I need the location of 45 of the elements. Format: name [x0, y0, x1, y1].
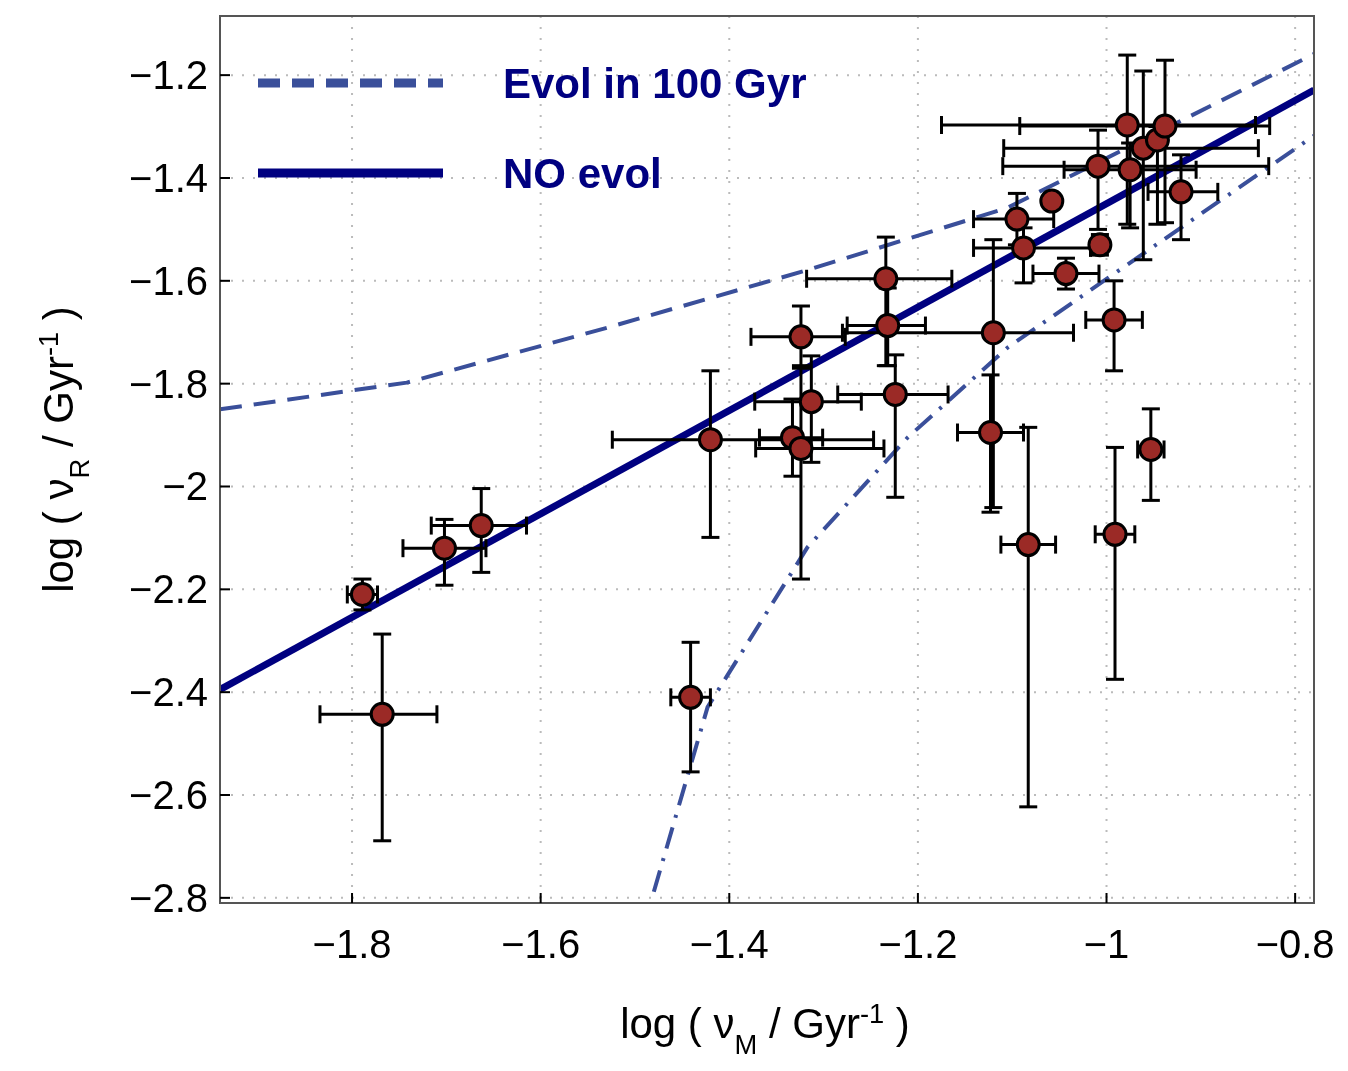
point [468, 513, 494, 539]
line-series [220, 52, 1314, 412]
y-tick-label: −1.6 [129, 258, 208, 303]
y-tick-label: −2.8 [129, 875, 208, 920]
point [1053, 261, 1079, 287]
point [1039, 188, 1065, 214]
point [1152, 113, 1178, 139]
point [697, 427, 723, 453]
point [1114, 112, 1140, 138]
x-tick-label: −0.8 [1255, 922, 1335, 966]
point [1168, 179, 1194, 205]
point [788, 324, 814, 350]
point [873, 266, 899, 292]
point [431, 535, 457, 561]
point [1085, 153, 1111, 179]
point [349, 581, 375, 607]
x-tick-label: −1 [1083, 922, 1130, 966]
x-tick-label: −1.8 [312, 922, 392, 966]
point [1015, 532, 1041, 558]
legend-label: NO evol [503, 149, 662, 197]
point [1102, 521, 1128, 547]
y-tick-label: −2.6 [129, 773, 208, 818]
point [1011, 235, 1037, 261]
point [882, 381, 908, 407]
y-tick-label: −2 [162, 464, 208, 509]
point [1004, 206, 1030, 232]
legend-label: Evol in 100 Gyr [503, 59, 807, 107]
point [1101, 307, 1127, 333]
point [678, 684, 704, 710]
y-tick-label: −2.4 [129, 670, 208, 715]
x-tick-label: −1.2 [878, 922, 958, 966]
point [369, 701, 395, 727]
x-tick-label: −1.4 [689, 922, 769, 966]
y-tick-label: −1.4 [129, 155, 208, 200]
y-tick-label: −2.2 [129, 567, 208, 612]
y-tick-label: −1.8 [129, 361, 208, 406]
y-tick-label: −1.2 [129, 53, 208, 98]
point [875, 313, 901, 339]
x-axis-title: log ( ν$_{M}$ / Gyr$^{-1}$ ) [620, 997, 910, 1060]
point [980, 320, 1006, 346]
x-tick-label: −1.6 [501, 922, 581, 966]
point [978, 420, 1004, 445]
point [788, 435, 814, 461]
point [1117, 157, 1143, 183]
point [798, 389, 824, 415]
